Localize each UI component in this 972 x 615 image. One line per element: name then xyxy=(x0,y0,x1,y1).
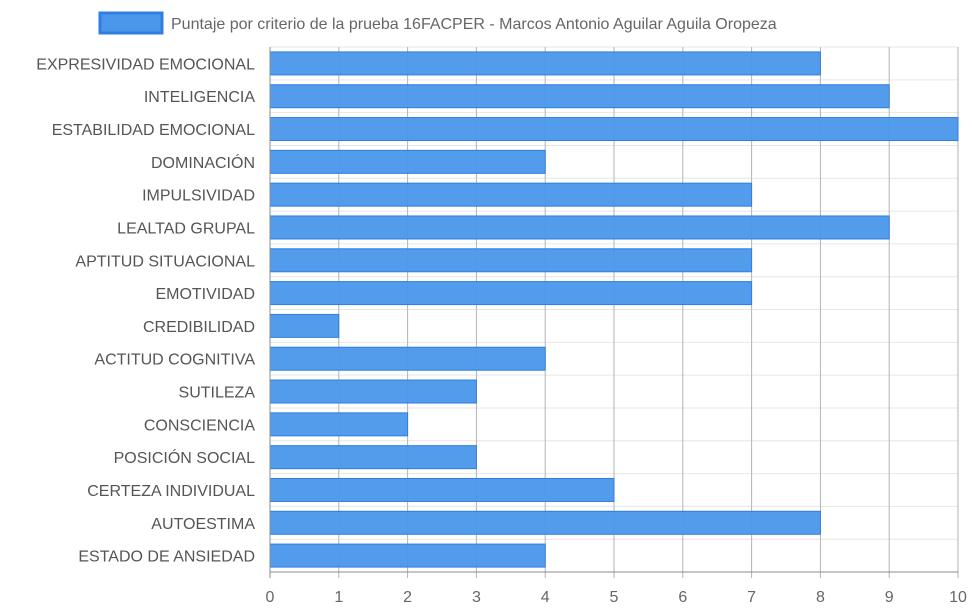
x-tick-label: 10 xyxy=(949,589,967,606)
category-label: SUTILEZA xyxy=(179,385,256,402)
category-label: ESTADO DE ANSIEDAD xyxy=(78,549,255,566)
category-label: ACTITUD COGNITIVA xyxy=(94,352,255,369)
bar[interactable] xyxy=(269,117,959,142)
bars xyxy=(269,51,959,568)
category-label: INTELIGENCIA xyxy=(144,89,255,106)
bar[interactable] xyxy=(269,445,477,470)
bar[interactable] xyxy=(269,84,890,109)
x-tick-label: 7 xyxy=(747,589,756,606)
bar[interactable] xyxy=(269,313,340,338)
x-axis-tick-labels: 0 1 2 3 4 5 6 7 8 9 10 xyxy=(266,589,967,606)
legend[interactable]: Puntaje por criterio de la prueba 16FACP… xyxy=(98,11,777,35)
x-tick-label: 0 xyxy=(266,589,275,606)
category-label: AUTOESTIMA xyxy=(151,516,255,533)
bar[interactable] xyxy=(269,182,753,207)
bar[interactable] xyxy=(269,281,753,306)
x-tick-label: 9 xyxy=(885,589,894,606)
bar[interactable] xyxy=(269,248,753,273)
bar[interactable] xyxy=(269,51,821,76)
x-tick-label: 8 xyxy=(816,589,825,606)
bar[interactable] xyxy=(269,543,546,568)
x-tick-label: 1 xyxy=(334,589,343,606)
x-tick-label: 5 xyxy=(610,589,619,606)
category-label: CERTEZA INDIVIDUAL xyxy=(87,483,255,500)
x-tick-label: 2 xyxy=(403,589,412,606)
category-label: EXPRESIVIDAD EMOCIONAL xyxy=(36,56,255,73)
x-tick-label: 3 xyxy=(472,589,481,606)
category-label: LEALTAD GRUPAL xyxy=(117,220,255,237)
category-label: DOMINACIÓN xyxy=(151,153,255,172)
x-tick-label: 4 xyxy=(541,589,550,606)
bar[interactable] xyxy=(269,510,821,535)
bar[interactable] xyxy=(269,215,890,240)
legend-label: Puntaje por criterio de la prueba 16FACP… xyxy=(171,16,777,33)
bar[interactable] xyxy=(269,412,409,437)
y-axis-labels: EXPRESIVIDAD EMOCIONAL INTELIGENCIA ESTABI… xyxy=(36,56,255,565)
x-tick-label: 6 xyxy=(678,589,687,606)
category-label: APTITUD SITUACIONAL xyxy=(75,253,255,270)
category-label: IMPULSIVIDAD xyxy=(142,188,255,205)
bar[interactable] xyxy=(269,149,546,174)
bar[interactable] xyxy=(269,379,477,404)
category-label: CONSCIENCIA xyxy=(144,417,255,434)
axes xyxy=(269,47,958,573)
category-label: CREDIBILIDAD xyxy=(143,319,255,336)
category-label: EMOTIVIDAD xyxy=(155,286,255,303)
category-label: ESTABILIDAD EMOCIONAL xyxy=(52,122,255,139)
bar[interactable] xyxy=(269,346,546,371)
legend-swatch xyxy=(98,11,164,35)
bar[interactable] xyxy=(269,477,615,502)
category-label: POSICIÓN SOCIAL xyxy=(114,448,255,467)
